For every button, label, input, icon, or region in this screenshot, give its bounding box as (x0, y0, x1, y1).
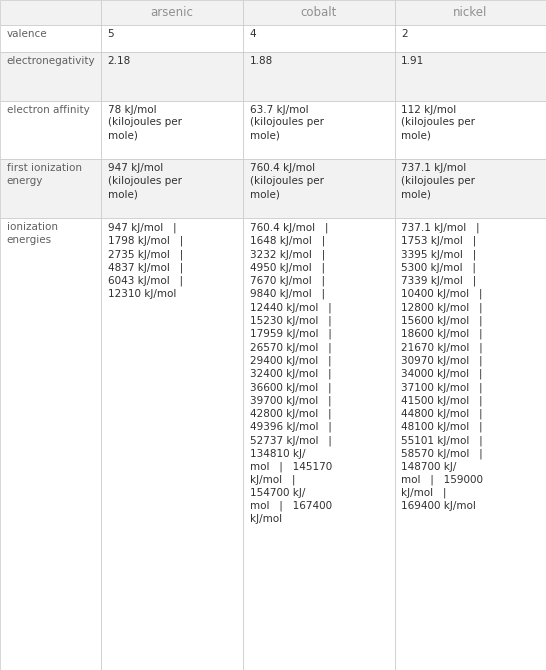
Bar (101, 25, 243, 52)
Bar (0, 218, 101, 670)
Bar (243, 0, 395, 25)
Text: arsenic: arsenic (151, 6, 193, 19)
Text: 737.1 kJ/mol   |
1753 kJ/mol   |
3395 kJ/mol   |
5300 kJ/mol   |
7339 kJ/mol   |: 737.1 kJ/mol | 1753 kJ/mol | 3395 kJ/mol… (401, 222, 483, 511)
Bar (243, 218, 395, 670)
Bar (101, 52, 243, 100)
Bar (243, 100, 395, 159)
Bar (395, 100, 546, 159)
Text: electron affinity: electron affinity (7, 105, 90, 115)
Bar (243, 159, 395, 218)
Text: 112 kJ/mol
(kilojoules per
mole): 112 kJ/mol (kilojoules per mole) (401, 105, 476, 140)
Text: 947 kJ/mol
(kilojoules per
mole): 947 kJ/mol (kilojoules per mole) (108, 163, 182, 199)
Text: 2.18: 2.18 (108, 56, 131, 66)
Text: 947 kJ/mol   |
1798 kJ/mol   |
2735 kJ/mol   |
4837 kJ/mol   |
6043 kJ/mol   |
1: 947 kJ/mol | 1798 kJ/mol | 2735 kJ/mol |… (108, 222, 183, 299)
Bar (101, 159, 243, 218)
Text: nickel: nickel (453, 6, 488, 19)
Bar (395, 159, 546, 218)
Bar (101, 218, 243, 670)
Text: 78 kJ/mol
(kilojoules per
mole): 78 kJ/mol (kilojoules per mole) (108, 105, 182, 140)
Bar (0, 0, 101, 25)
Text: cobalt: cobalt (301, 6, 337, 19)
Text: 2: 2 (401, 29, 408, 40)
Bar (395, 25, 546, 52)
Bar (395, 218, 546, 670)
Text: 5: 5 (108, 29, 114, 40)
Text: 760.4 kJ/mol   |
1648 kJ/mol   |
3232 kJ/mol   |
4950 kJ/mol   |
7670 kJ/mol   |: 760.4 kJ/mol | 1648 kJ/mol | 3232 kJ/mol… (250, 222, 332, 524)
Bar (243, 25, 395, 52)
Text: 760.4 kJ/mol
(kilojoules per
mole): 760.4 kJ/mol (kilojoules per mole) (250, 163, 324, 199)
Bar (395, 52, 546, 100)
Bar (101, 0, 243, 25)
Bar (101, 100, 243, 159)
Text: 1.88: 1.88 (250, 56, 273, 66)
Bar (0, 25, 101, 52)
Text: 4: 4 (250, 29, 256, 40)
Bar (243, 52, 395, 100)
Text: valence: valence (7, 29, 47, 40)
Text: first ionization
energy: first ionization energy (7, 163, 81, 186)
Bar (0, 52, 101, 100)
Bar (0, 100, 101, 159)
Bar (395, 0, 546, 25)
Text: 737.1 kJ/mol
(kilojoules per
mole): 737.1 kJ/mol (kilojoules per mole) (401, 163, 476, 199)
Text: 63.7 kJ/mol
(kilojoules per
mole): 63.7 kJ/mol (kilojoules per mole) (250, 105, 324, 140)
Text: ionization
energies: ionization energies (7, 222, 57, 245)
Text: electronegativity: electronegativity (7, 56, 95, 66)
Text: 1.91: 1.91 (401, 56, 425, 66)
Bar (0, 159, 101, 218)
